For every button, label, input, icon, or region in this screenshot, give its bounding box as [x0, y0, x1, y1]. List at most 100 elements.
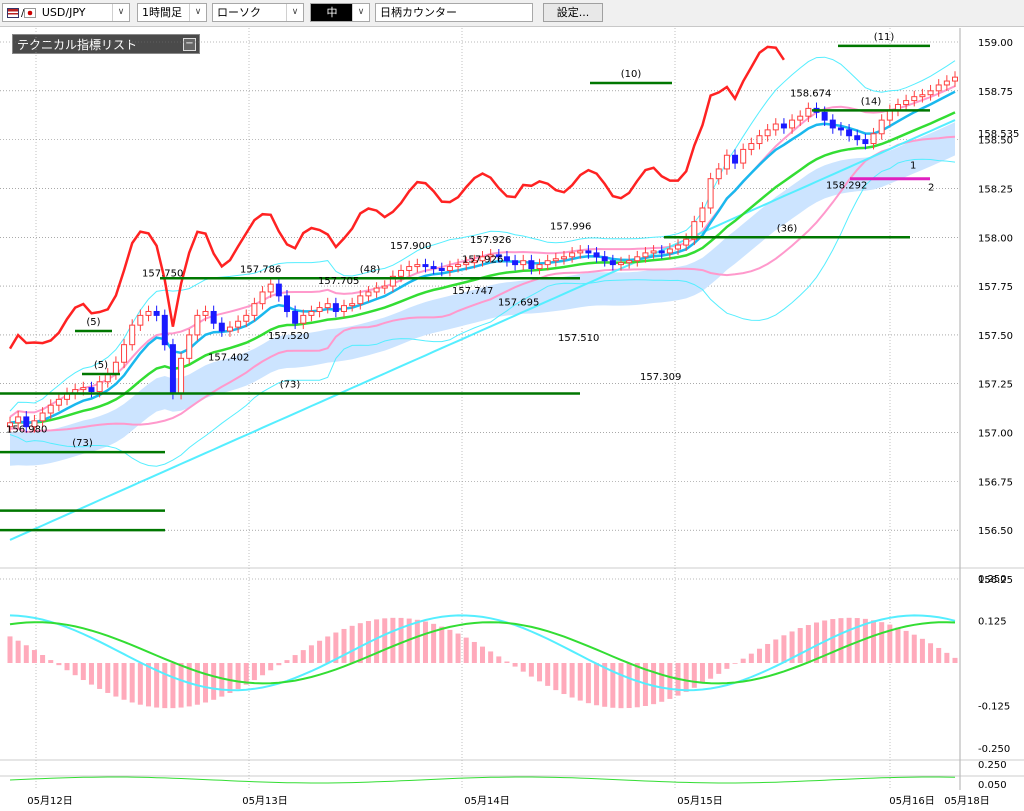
macd-bar: [162, 663, 168, 709]
macd-bar: [675, 663, 681, 696]
toolbar: / USD/JPY ∨ 1時間足 ∨ ローソク ∨ 中 ∨ 日柄カウンター 設定…: [0, 0, 1024, 27]
timeframe-select[interactable]: 1時間足 ∨: [137, 3, 207, 22]
candle: [381, 285, 388, 289]
last-price-label: 158.535: [978, 129, 1019, 140]
macd-bar: [463, 637, 469, 663]
candle: [210, 310, 217, 324]
symbol-select[interactable]: / USD/JPY ∨: [2, 3, 130, 22]
macd-bar: [154, 663, 160, 708]
macd-bar: [194, 663, 200, 705]
macd-bar: [553, 663, 559, 691]
macd-bar: [805, 625, 811, 663]
candle: [927, 90, 934, 96]
count-label: (14): [861, 96, 882, 107]
search-input[interactable]: 日柄カウンター: [375, 3, 533, 22]
macd-bar: [422, 621, 428, 663]
candle: [732, 154, 739, 164]
macd-bar: [431, 623, 437, 663]
range-marker: 1: [910, 161, 916, 172]
count-label: (36): [777, 223, 798, 234]
macd-bar: [895, 627, 901, 663]
macd-bar: [251, 663, 257, 681]
candle: [430, 266, 437, 270]
price-tick-label: 157.75: [978, 282, 1013, 293]
settings-button[interactable]: 設定...: [543, 3, 603, 22]
candle: [243, 314, 250, 322]
candle: [764, 129, 771, 137]
size-select[interactable]: 中 ∨: [310, 3, 370, 22]
macd-tick-label: -0.250: [978, 744, 1010, 755]
candle: [389, 275, 396, 287]
candle: [740, 148, 747, 164]
candle: [218, 322, 225, 332]
price-tick-label: 158.50: [978, 136, 1013, 147]
price-label: 158.292: [826, 180, 867, 191]
count-label: (48): [360, 264, 381, 275]
macd-bar: [610, 663, 616, 708]
macd-bar: [333, 632, 339, 663]
macd-bar: [756, 648, 762, 663]
candle: [878, 119, 885, 135]
candle: [642, 252, 649, 258]
candle: [919, 94, 926, 98]
candle: [707, 178, 714, 209]
macd-bar: [602, 663, 608, 707]
candle: [699, 207, 706, 223]
price-tick-label: 156.50: [978, 526, 1013, 537]
price-label: 157.900: [390, 241, 431, 252]
candle: [80, 387, 87, 391]
range-marker: 2: [928, 183, 934, 194]
sub-tick-label: 0.050: [978, 780, 1007, 791]
macd-bar: [699, 663, 705, 684]
macd-bar: [512, 663, 518, 667]
macd-bar: [928, 643, 934, 663]
macd-bar: [7, 636, 13, 663]
indicator-lines: [8, 45, 956, 541]
candle: [463, 262, 470, 266]
candle: [715, 168, 722, 180]
candle: [398, 269, 405, 277]
candle: [617, 262, 624, 266]
candle: [723, 154, 730, 170]
macd-bar: [903, 630, 909, 663]
macd-bar: [357, 623, 363, 663]
macd-bar: [447, 629, 453, 663]
candle: [935, 84, 942, 92]
macd-bar: [23, 645, 29, 663]
ema-slow: [9, 111, 956, 425]
macd-bar: [40, 654, 46, 663]
candle: [805, 107, 812, 117]
technical-indicator-panel[interactable]: テクニカル指標リスト −: [12, 34, 200, 54]
macd-bar: [56, 663, 62, 666]
macd-bar: [219, 663, 225, 697]
macd-bar: [545, 663, 551, 686]
candle: [96, 381, 103, 393]
candle: [112, 361, 119, 375]
candle: [251, 303, 258, 316]
price-label: 157.996: [550, 221, 591, 232]
macd-bar: [879, 622, 885, 663]
macd-bar: [349, 625, 355, 663]
candle: [267, 283, 274, 293]
macd-bar: [952, 657, 958, 663]
chevron-down-icon: ∨: [352, 4, 369, 21]
macd-bar: [781, 635, 787, 663]
count-label: (5): [94, 360, 108, 371]
chevron-down-icon: ∨: [189, 4, 206, 21]
candle: [292, 310, 299, 324]
candle: [560, 256, 567, 260]
macd-bar: [667, 663, 673, 699]
price-label: 157.926: [470, 235, 511, 246]
candle: [829, 119, 836, 129]
macd-bar: [64, 663, 70, 671]
candle: [104, 373, 111, 383]
macd-bar: [748, 653, 754, 663]
macd-bar: [186, 663, 192, 707]
chart-style-select[interactable]: ローソク ∨: [212, 3, 304, 22]
macd-bar: [569, 663, 575, 698]
macd-bar: [936, 647, 942, 663]
collapse-icon[interactable]: −: [183, 38, 196, 51]
candle: [438, 268, 445, 271]
candle: [178, 357, 185, 394]
